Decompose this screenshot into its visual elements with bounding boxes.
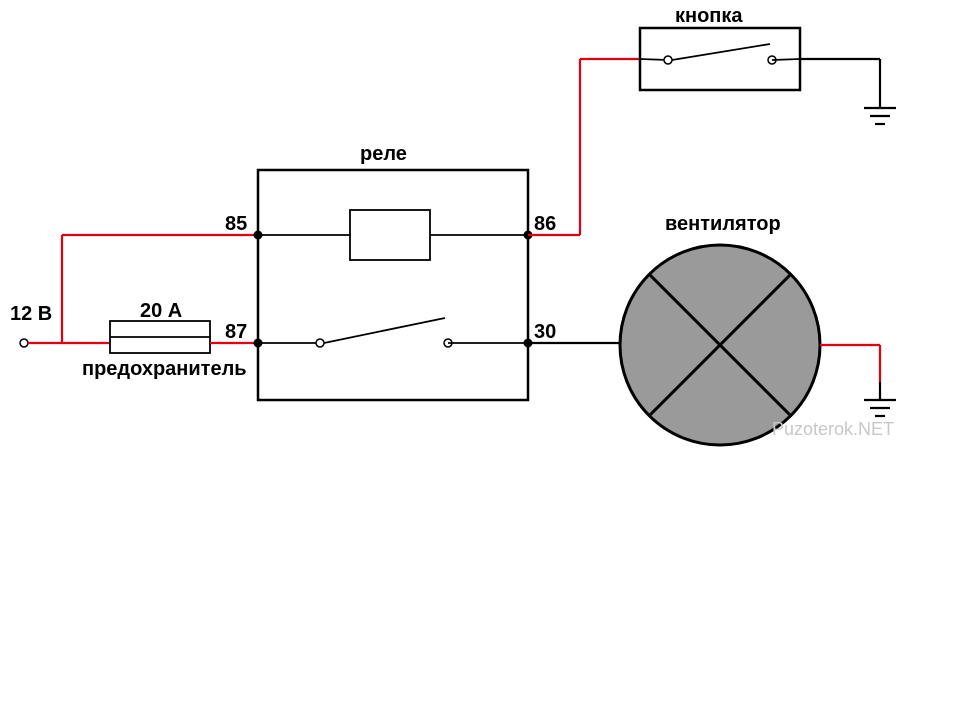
label-30: 30 [534, 321, 556, 343]
relay-coil [350, 210, 430, 260]
ground-fan [860, 378, 900, 420]
label-button: кнопка [675, 5, 743, 27]
ground-button [860, 86, 900, 128]
label-fuse-rating: 20 А [140, 300, 182, 322]
label-fuse: предохранитель [82, 358, 247, 380]
label-86: 86 [534, 213, 556, 235]
fan-symbol [620, 245, 820, 445]
label-fan: вентилятор [665, 213, 781, 235]
label-supply: 12 В [10, 303, 52, 325]
label-relay: реле [360, 143, 407, 165]
pin-87 [254, 339, 262, 347]
label-85: 85 [225, 213, 247, 235]
relay-box [258, 170, 528, 400]
watermark: Puzoterok.NET [772, 419, 894, 439]
pin-85 [254, 231, 262, 239]
node-supply [20, 339, 28, 347]
label-87: 87 [225, 321, 247, 343]
